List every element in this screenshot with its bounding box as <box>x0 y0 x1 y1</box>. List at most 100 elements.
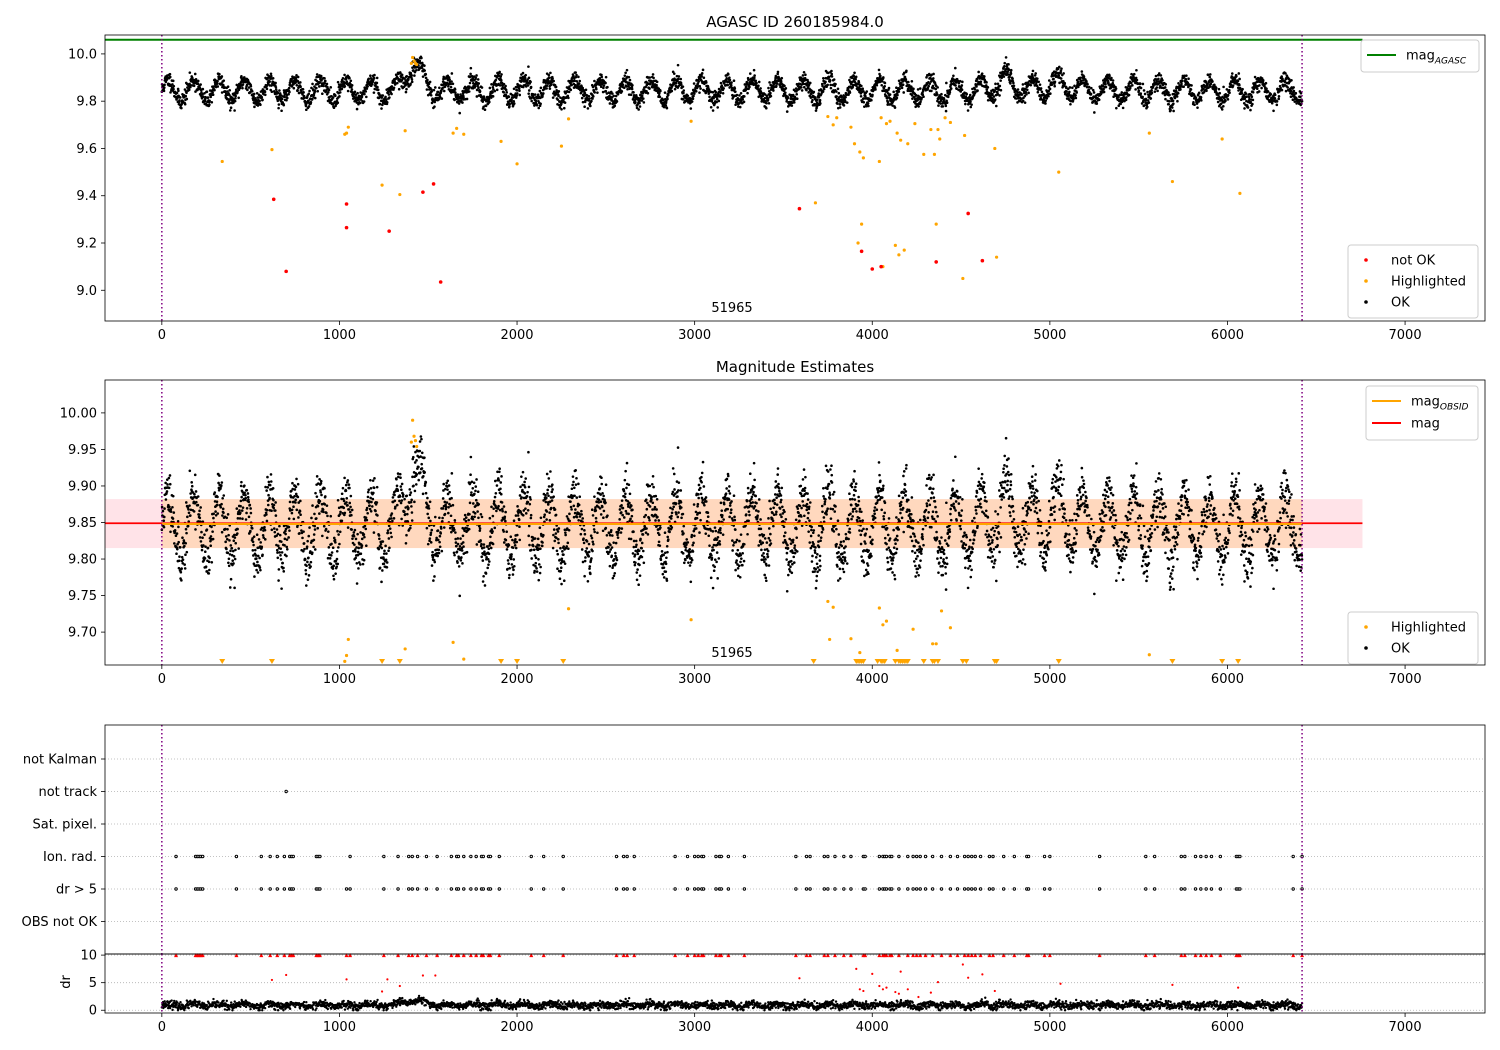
ok-point <box>226 527 229 531</box>
ok-point <box>226 551 230 555</box>
panel-agasc-magnitude: AGASC ID 260185984.0 51965 0 1000 2000 3000… <box>68 13 1486 343</box>
ok-point <box>395 73 398 77</box>
highlighted-point <box>938 137 942 141</box>
ok-point <box>664 101 668 105</box>
ok-point <box>499 78 503 82</box>
ok-point <box>1163 86 1167 89</box>
ok-point <box>1143 92 1147 96</box>
ok-point <box>865 90 869 93</box>
ok-point <box>877 68 881 72</box>
ok-point <box>325 93 329 96</box>
ok-point <box>278 524 281 528</box>
ok-point <box>320 493 323 497</box>
ok-point <box>1236 79 1240 83</box>
ok-point <box>624 71 627 75</box>
ok-point <box>276 99 280 103</box>
ok-point <box>918 87 922 90</box>
ok-point <box>392 86 396 90</box>
ok-point <box>237 547 240 550</box>
ok-point <box>283 95 286 99</box>
ok-point <box>1089 92 1093 96</box>
ok-point <box>504 88 508 92</box>
ok-point <box>319 479 323 483</box>
ok-point <box>1135 68 1138 72</box>
ok-point <box>290 508 294 512</box>
ok-point <box>515 92 519 95</box>
ok-point <box>322 510 325 514</box>
ok-point <box>184 553 187 557</box>
ok-point <box>451 82 455 86</box>
ok-point <box>171 79 175 83</box>
highlighted-point <box>879 116 883 120</box>
highlighted-point <box>462 132 466 136</box>
ok-point <box>625 68 629 72</box>
ok-point <box>803 85 806 89</box>
ok-point <box>266 486 270 489</box>
ok-point <box>245 507 249 510</box>
ok-point <box>224 535 228 538</box>
ok-point <box>450 72 454 75</box>
ok-point <box>673 87 677 91</box>
ok-point <box>303 547 306 551</box>
ok-point <box>611 92 614 95</box>
ok-point <box>1029 83 1033 87</box>
ok-point <box>1277 97 1281 101</box>
ok-point <box>480 86 484 89</box>
ok-point <box>755 81 758 85</box>
ok-point <box>627 93 631 96</box>
ok-point <box>296 75 300 79</box>
ok-point <box>968 93 972 97</box>
ok-point <box>287 536 290 539</box>
ok-point <box>309 565 312 568</box>
ok-point <box>445 81 449 85</box>
ok-point <box>468 85 471 89</box>
ok-point <box>1111 79 1115 82</box>
ok-point <box>221 496 224 500</box>
ok-point <box>430 90 434 93</box>
ok-point <box>1222 85 1225 89</box>
ok-point <box>1121 106 1125 110</box>
ok-point <box>1226 98 1230 101</box>
ok-point <box>854 75 858 79</box>
ok-point <box>752 68 756 72</box>
ok-point <box>1173 96 1177 100</box>
ok-point <box>167 476 171 480</box>
ok-point <box>1247 95 1251 99</box>
panel1-xtick-label: 3000 <box>678 328 711 343</box>
ok-point <box>169 530 172 534</box>
ok-point <box>674 81 678 85</box>
ok-point <box>227 564 231 568</box>
panel1-bottom-legend-marker <box>1364 258 1368 262</box>
ok-point <box>676 63 680 67</box>
ok-point <box>453 88 457 91</box>
ok-point <box>350 90 353 93</box>
ok-point <box>491 95 495 98</box>
ok-point <box>266 82 270 86</box>
ok-point <box>475 88 479 92</box>
ok-point <box>707 92 711 95</box>
ok-point <box>245 511 248 515</box>
ok-point <box>672 72 676 75</box>
ok-point <box>1095 102 1099 105</box>
ok-point <box>306 539 309 543</box>
ok-point <box>413 70 417 74</box>
ok-point <box>240 495 243 499</box>
ok-point <box>306 578 310 581</box>
ok-point <box>315 73 319 76</box>
ok-point <box>498 84 502 87</box>
ok-point <box>288 529 291 532</box>
ok-point <box>936 86 939 89</box>
ok-point <box>234 96 237 100</box>
highlighted-point <box>835 116 839 120</box>
ok-point <box>539 102 542 106</box>
ok-point <box>1180 79 1184 83</box>
ok-point <box>211 530 214 533</box>
panel1-xtick-label: 2000 <box>500 328 533 343</box>
ok-point <box>258 556 261 560</box>
ok-point <box>804 73 807 77</box>
ok-point <box>1187 77 1190 81</box>
ok-point <box>995 104 998 108</box>
ok-point <box>1205 89 1208 93</box>
ok-point <box>362 100 366 103</box>
ok-point <box>811 98 814 102</box>
